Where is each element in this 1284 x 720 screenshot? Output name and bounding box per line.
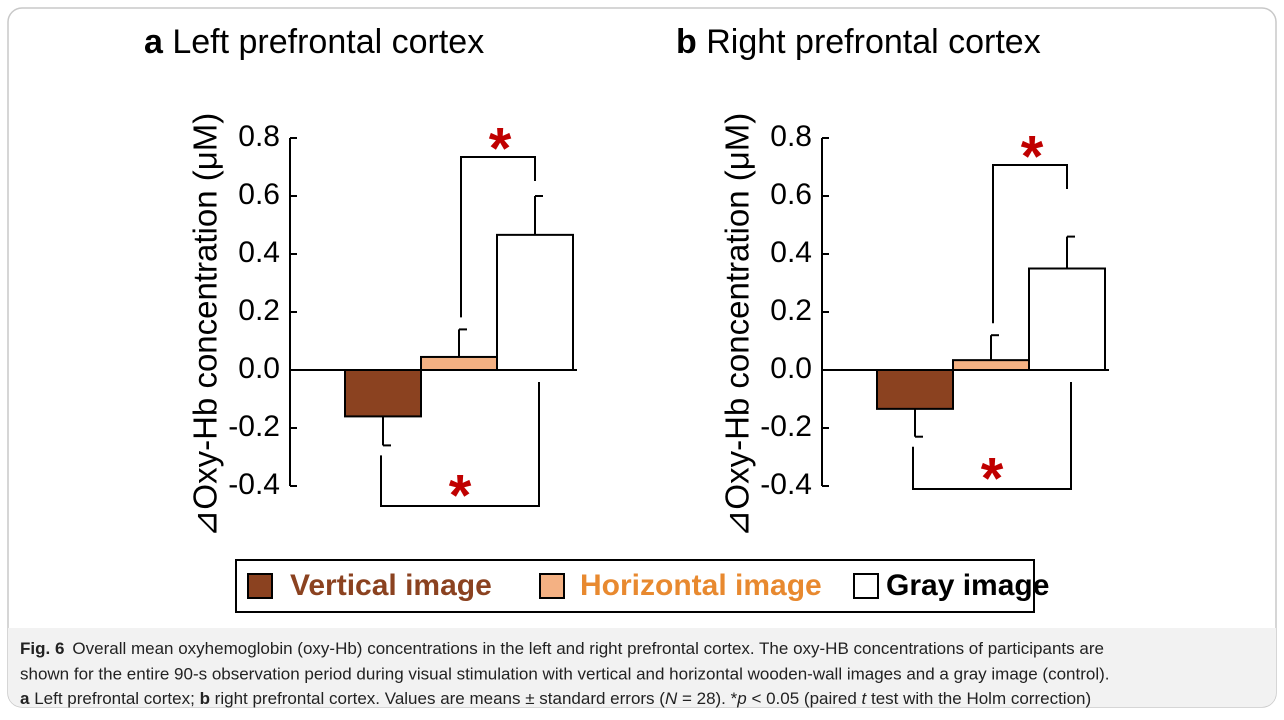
- y-tick-label: -0.2: [760, 410, 812, 443]
- y-tick-label: 0.6: [770, 178, 812, 211]
- panel-letter: b: [676, 23, 697, 61]
- legend-swatch: [539, 573, 565, 599]
- legend-label: Horizontal image: [580, 569, 822, 602]
- caption-bg: [8, 628, 1276, 707]
- y-tick-label: 0.4: [770, 236, 812, 269]
- caption-text: right prefrontal cortex. Values are mean…: [210, 689, 665, 708]
- significance-marker: *: [981, 446, 1004, 511]
- y-tick-label: -0.2: [228, 410, 280, 443]
- significance-marker: *: [449, 463, 472, 528]
- y-tick-label: 0.2: [238, 294, 280, 327]
- chart-title: a Left prefrontal cortex: [144, 23, 484, 61]
- significance-bracket: [992, 164, 1068, 324]
- significance-bracket: [460, 156, 536, 318]
- y-tick-label: 0.8: [238, 120, 280, 153]
- bar: [876, 369, 954, 410]
- bar: [496, 233, 574, 371]
- y-tick-label: 0.6: [238, 178, 280, 211]
- caption-line: Fig. 6 Overall mean oxyhemoglobin (oxy-Hb…: [20, 639, 1104, 658]
- chart-title: b Right prefrontal cortex: [676, 23, 1041, 61]
- significance-bracket: [912, 382, 1072, 490]
- legend-swatch: [247, 573, 273, 599]
- caption-text: p: [736, 689, 746, 708]
- bar: [952, 359, 1030, 372]
- significance-marker: *: [489, 116, 512, 181]
- caption-text: = 28). *: [677, 689, 737, 708]
- legend-swatch: [853, 573, 879, 599]
- y-axis-label: ⊿Oxy-Hb concentration (μM): [187, 113, 224, 537]
- y-tick-label: 0.8: [770, 120, 812, 153]
- significance-marker: *: [1021, 124, 1044, 189]
- y-tick-label: 0.0: [770, 352, 812, 385]
- caption-text: < 0.05 (paired: [747, 689, 862, 708]
- legend-label: Gray image: [886, 569, 1049, 602]
- panel-letter: a: [144, 23, 164, 61]
- title-text: Left prefrontal cortex: [163, 23, 484, 61]
- y-tick-label: -0.4: [228, 468, 280, 501]
- bar: [344, 369, 422, 418]
- caption-label: Fig. 6: [20, 639, 64, 658]
- y-tick-label: 0.2: [770, 294, 812, 327]
- caption-line: a Left prefrontal cortex; b right prefro…: [20, 689, 1091, 708]
- caption-line: shown for the entire 90-s observation pe…: [20, 664, 1110, 683]
- title-text: Right prefrontal cortex: [697, 23, 1041, 61]
- legend-box: [235, 559, 1035, 613]
- legend-label: Vertical image: [290, 569, 492, 602]
- caption-text: N: [665, 689, 678, 708]
- caption-text: t: [862, 689, 868, 708]
- caption-text: test with the Holm correction): [866, 689, 1091, 708]
- caption-text: a: [20, 689, 30, 708]
- y-tick-label: -0.4: [760, 468, 812, 501]
- y-tick-label: 0.4: [238, 236, 280, 269]
- caption-text: Left prefrontal cortex;: [29, 689, 199, 708]
- y-axis-label: ⊿Oxy-Hb concentration (μM): [719, 113, 756, 537]
- bar: [1028, 267, 1106, 371]
- caption-text: Overall mean oxyhemoglobin (oxy-Hb) conc…: [72, 639, 1104, 658]
- y-tick-label: 0.0: [238, 352, 280, 385]
- caption-text: b: [200, 689, 210, 708]
- significance-bracket: [380, 382, 540, 507]
- bar: [420, 355, 498, 372]
